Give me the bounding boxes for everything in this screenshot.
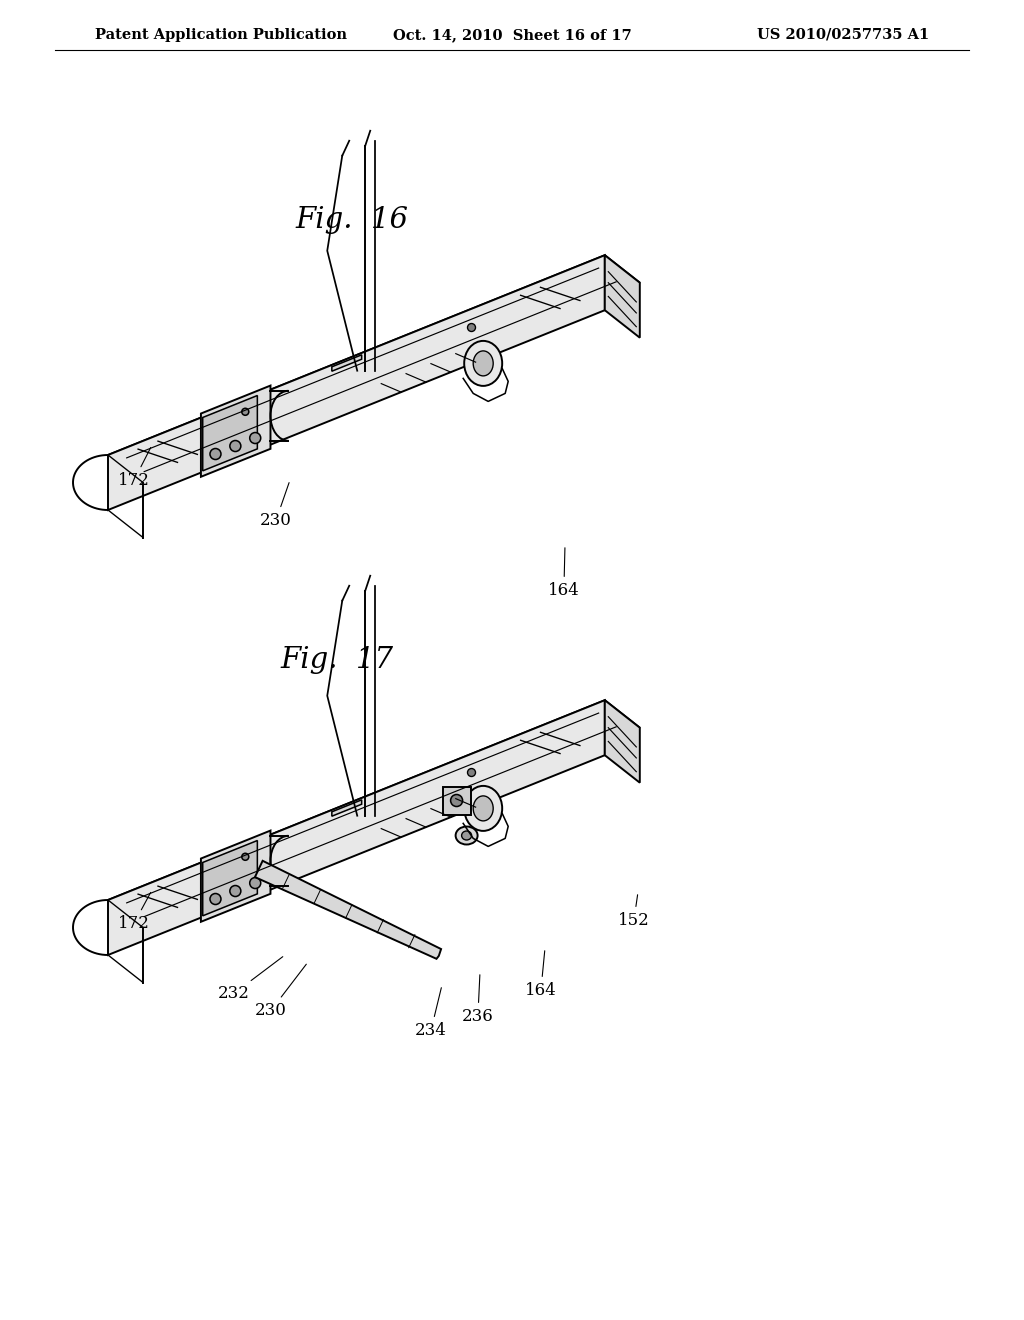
Ellipse shape — [468, 768, 475, 776]
Text: 152: 152 — [618, 895, 650, 929]
Polygon shape — [108, 700, 640, 928]
Ellipse shape — [456, 826, 477, 845]
Ellipse shape — [468, 323, 475, 331]
Text: US 2010/0257735 A1: US 2010/0257735 A1 — [757, 28, 929, 42]
Ellipse shape — [464, 785, 502, 830]
Ellipse shape — [473, 796, 494, 821]
Polygon shape — [255, 861, 441, 958]
Text: 232: 232 — [218, 957, 283, 1002]
Polygon shape — [203, 841, 257, 916]
Ellipse shape — [242, 408, 249, 416]
Text: 164: 164 — [548, 548, 580, 599]
Ellipse shape — [451, 795, 463, 807]
Ellipse shape — [210, 449, 221, 459]
Text: 172: 172 — [118, 892, 151, 932]
Polygon shape — [201, 385, 270, 477]
Ellipse shape — [250, 878, 261, 888]
Text: 234: 234 — [415, 987, 446, 1039]
Ellipse shape — [462, 832, 472, 840]
Polygon shape — [203, 396, 257, 471]
Ellipse shape — [229, 441, 241, 451]
Ellipse shape — [464, 341, 502, 385]
Polygon shape — [442, 787, 471, 814]
Ellipse shape — [210, 894, 221, 904]
Text: Oct. 14, 2010  Sheet 16 of 17: Oct. 14, 2010 Sheet 16 of 17 — [392, 28, 632, 42]
Ellipse shape — [473, 351, 494, 376]
Polygon shape — [201, 830, 270, 921]
Polygon shape — [108, 255, 640, 483]
Polygon shape — [332, 355, 361, 371]
Ellipse shape — [250, 433, 261, 444]
Polygon shape — [605, 700, 640, 783]
Polygon shape — [108, 700, 605, 954]
Text: Patent Application Publication: Patent Application Publication — [95, 28, 347, 42]
Polygon shape — [605, 255, 640, 338]
Ellipse shape — [229, 886, 241, 896]
Text: 230: 230 — [260, 483, 292, 529]
Text: Fig.  16: Fig. 16 — [295, 206, 408, 234]
Text: 172: 172 — [118, 447, 151, 488]
Text: 236: 236 — [462, 974, 494, 1026]
Text: 164: 164 — [525, 950, 557, 999]
Polygon shape — [108, 255, 605, 510]
Ellipse shape — [242, 853, 249, 861]
Text: 230: 230 — [255, 964, 306, 1019]
Polygon shape — [332, 800, 361, 816]
Text: Fig.  17: Fig. 17 — [280, 645, 393, 675]
